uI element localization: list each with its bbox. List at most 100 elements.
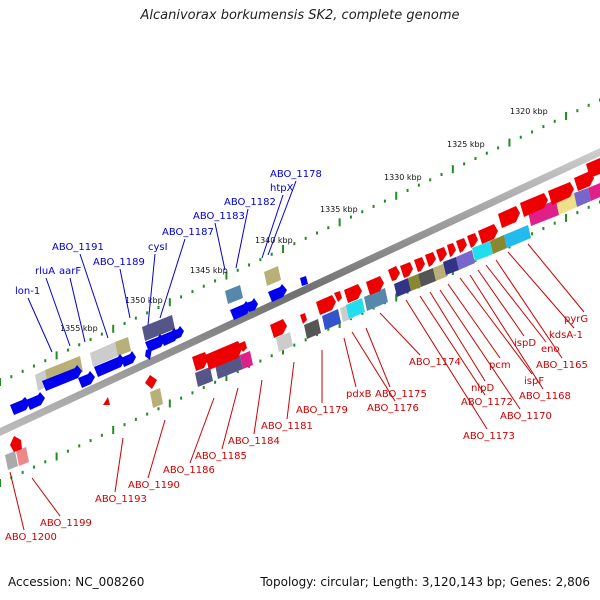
label-leader <box>214 222 226 271</box>
ruler-label: 1335 kbp <box>320 205 358 214</box>
gene-arrow <box>42 365 82 391</box>
cog-box <box>264 266 281 286</box>
label-leader <box>429 291 486 382</box>
cog-box <box>456 250 475 270</box>
lower-label-leaders <box>9 243 585 531</box>
label-leader <box>147 419 166 479</box>
cog-box <box>215 355 243 379</box>
gene-arrow <box>366 276 384 295</box>
cog-boxes <box>5 183 600 470</box>
label-leader <box>119 268 131 319</box>
cog-box <box>490 235 507 254</box>
gene-arrow <box>270 319 287 338</box>
gene-label: ABO_1200 <box>5 532 57 543</box>
cog-box <box>195 367 213 387</box>
cog-box <box>142 315 175 341</box>
ruler-label: 1325 kbp <box>447 140 485 149</box>
gene-arrow <box>230 301 251 320</box>
label-leader <box>351 331 396 402</box>
gene-arrow <box>447 243 456 257</box>
gene-arrow <box>316 295 336 315</box>
gene-arrow <box>170 326 184 340</box>
gene-label: lon-1 <box>15 286 40 297</box>
genome-stats: Topology: circular; Length: 3,120,143 bp… <box>260 575 590 589</box>
cog-box <box>528 200 559 226</box>
gene-label: ABO_1178 <box>270 169 322 180</box>
gene-label: ABO_1184 <box>228 436 280 447</box>
label-leader <box>286 361 295 420</box>
gene-label: ABO_1172 <box>461 397 513 408</box>
cog-box <box>16 447 29 466</box>
gene-label: ABO_1174 <box>409 357 461 368</box>
label-leader <box>419 295 486 396</box>
label-leader <box>485 264 547 343</box>
accession-label: Accession: NC_008260 <box>8 575 145 589</box>
gene-arrow <box>400 262 413 278</box>
cog-box <box>240 351 253 369</box>
cog-box <box>5 451 18 470</box>
label-leader <box>447 283 501 359</box>
gene-arrow <box>478 224 498 244</box>
cog-box <box>150 388 163 408</box>
label-leader <box>507 251 575 329</box>
gene-label: nlpD <box>471 383 494 394</box>
gene-label: eno <box>541 344 560 355</box>
gene-label: ispD <box>514 338 536 349</box>
label-leader <box>9 471 25 531</box>
cog-box <box>443 257 459 275</box>
label-leader <box>147 253 156 326</box>
gene-label: htpX <box>270 183 294 194</box>
gene-label: aarF <box>59 266 81 277</box>
gene-arrow <box>334 291 342 302</box>
gene-label: ABO_1199 <box>40 518 92 529</box>
cog-box <box>225 285 243 304</box>
gene-arrow <box>300 276 308 286</box>
ruler-dots <box>0 98 600 487</box>
gene-arrow <box>12 439 20 448</box>
label-leader <box>221 387 239 450</box>
gene-label: ABO_1173 <box>463 431 515 442</box>
gene-arrow <box>344 284 362 303</box>
gene-arrow <box>246 298 258 312</box>
gene-label: ABO_1179 <box>296 405 348 416</box>
label-leader <box>235 208 249 269</box>
gene-arrow <box>574 171 594 191</box>
gene-label: ABO_1187 <box>162 227 214 238</box>
cog-box <box>115 337 131 356</box>
gene-label: ispF <box>524 376 544 387</box>
gene-arrow <box>586 158 600 178</box>
label-leader <box>114 437 124 493</box>
gene-arrow <box>414 257 425 272</box>
gene-label: ABO_1189 <box>93 257 145 268</box>
label-leader <box>527 243 585 313</box>
label-leader <box>79 253 109 339</box>
gene-arrow <box>26 392 45 410</box>
gene-arrow <box>300 313 307 324</box>
gene-arrow <box>145 375 157 389</box>
gene-arrow <box>121 351 136 367</box>
gene-label: ABO_1190 <box>128 480 180 491</box>
gene-arrow <box>205 341 242 370</box>
gene-label: kdsA-1 <box>549 330 583 341</box>
gene-arrow <box>192 352 208 371</box>
label-leader <box>189 397 215 464</box>
gene-arrow <box>268 284 287 302</box>
label-leader <box>405 299 488 430</box>
gene-arrow <box>388 266 400 281</box>
cog-box <box>322 309 341 330</box>
ruler-label: 1330 kbp <box>384 173 422 182</box>
cog-box <box>418 268 436 287</box>
label-leader <box>69 277 86 343</box>
cog-box <box>504 225 531 248</box>
gene-label: ABO_1170 <box>500 411 552 422</box>
label-leader <box>379 312 421 356</box>
label-leader <box>495 259 563 359</box>
ruler-label: 1320 kbp <box>510 107 548 116</box>
gene-label: ABO_1183 <box>193 211 245 222</box>
gene-arrow <box>548 182 574 205</box>
cog-box <box>90 342 118 367</box>
label-leader <box>27 297 53 353</box>
cog-box <box>472 241 493 261</box>
